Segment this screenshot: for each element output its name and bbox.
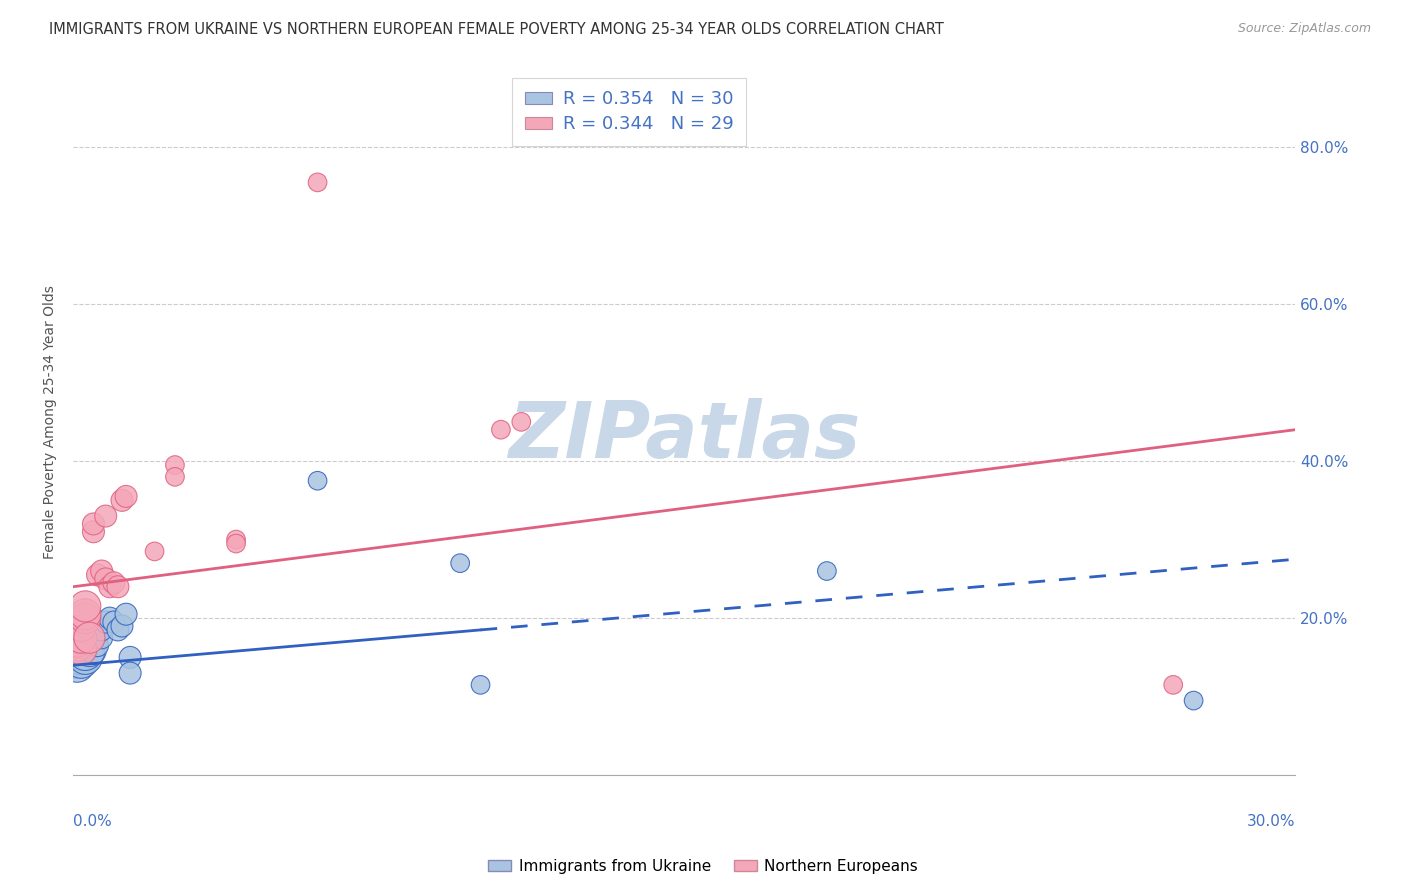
- Point: [82, 516, 104, 531]
- Point: [107, 623, 129, 637]
- Point: [489, 423, 512, 437]
- Point: [79, 631, 101, 645]
- Point: [94, 572, 117, 586]
- Point: [70, 647, 93, 661]
- Point: [86, 568, 108, 582]
- Point: [470, 678, 492, 692]
- Point: [449, 556, 471, 570]
- Point: [103, 575, 125, 590]
- Point: [120, 650, 142, 665]
- Text: 0.0%: 0.0%: [73, 814, 112, 829]
- Point: [90, 623, 112, 637]
- Point: [70, 631, 93, 645]
- Text: ZIPatlas: ZIPatlas: [508, 398, 860, 474]
- Point: [225, 536, 247, 550]
- Point: [75, 647, 97, 661]
- Point: [62, 642, 84, 657]
- Point: [66, 658, 89, 673]
- Point: [90, 631, 112, 645]
- Point: [75, 650, 97, 665]
- Point: [111, 619, 134, 633]
- Point: [1182, 693, 1205, 707]
- Point: [143, 544, 166, 558]
- Point: [98, 611, 121, 625]
- Point: [66, 650, 89, 665]
- Point: [225, 533, 247, 547]
- Point: [86, 639, 108, 653]
- Point: [75, 611, 97, 625]
- Point: [82, 647, 104, 661]
- Point: [103, 615, 125, 629]
- Point: [98, 580, 121, 594]
- Point: [66, 639, 89, 653]
- Point: [90, 564, 112, 578]
- Legend: Immigrants from Ukraine, Northern Europeans: Immigrants from Ukraine, Northern Europe…: [482, 853, 924, 880]
- Point: [79, 634, 101, 648]
- Point: [70, 654, 93, 668]
- Point: [70, 619, 93, 633]
- Point: [82, 524, 104, 539]
- Point: [94, 615, 117, 629]
- Legend: R = 0.354   N = 30, R = 0.344   N = 29: R = 0.354 N = 30, R = 0.344 N = 29: [512, 78, 747, 146]
- Point: [75, 639, 97, 653]
- Point: [111, 493, 134, 508]
- Point: [307, 175, 329, 189]
- Y-axis label: Female Poverty Among 25-34 Year Olds: Female Poverty Among 25-34 Year Olds: [44, 285, 58, 558]
- Text: Source: ZipAtlas.com: Source: ZipAtlas.com: [1237, 22, 1371, 36]
- Point: [1161, 678, 1184, 692]
- Point: [82, 631, 104, 645]
- Point: [815, 564, 838, 578]
- Point: [62, 654, 84, 668]
- Point: [66, 634, 89, 648]
- Point: [120, 666, 142, 681]
- Text: IMMIGRANTS FROM UKRAINE VS NORTHERN EUROPEAN FEMALE POVERTY AMONG 25-34 YEAR OLD: IMMIGRANTS FROM UKRAINE VS NORTHERN EURO…: [49, 22, 943, 37]
- Point: [163, 458, 186, 472]
- Point: [163, 470, 186, 484]
- Text: 30.0%: 30.0%: [1247, 814, 1295, 829]
- Point: [307, 474, 329, 488]
- Point: [79, 642, 101, 657]
- Point: [115, 607, 138, 622]
- Point: [115, 490, 138, 504]
- Point: [94, 509, 117, 524]
- Point: [86, 627, 108, 641]
- Point: [107, 580, 129, 594]
- Point: [75, 599, 97, 614]
- Point: [70, 642, 93, 657]
- Point: [70, 642, 93, 657]
- Point: [510, 415, 533, 429]
- Point: [75, 607, 97, 622]
